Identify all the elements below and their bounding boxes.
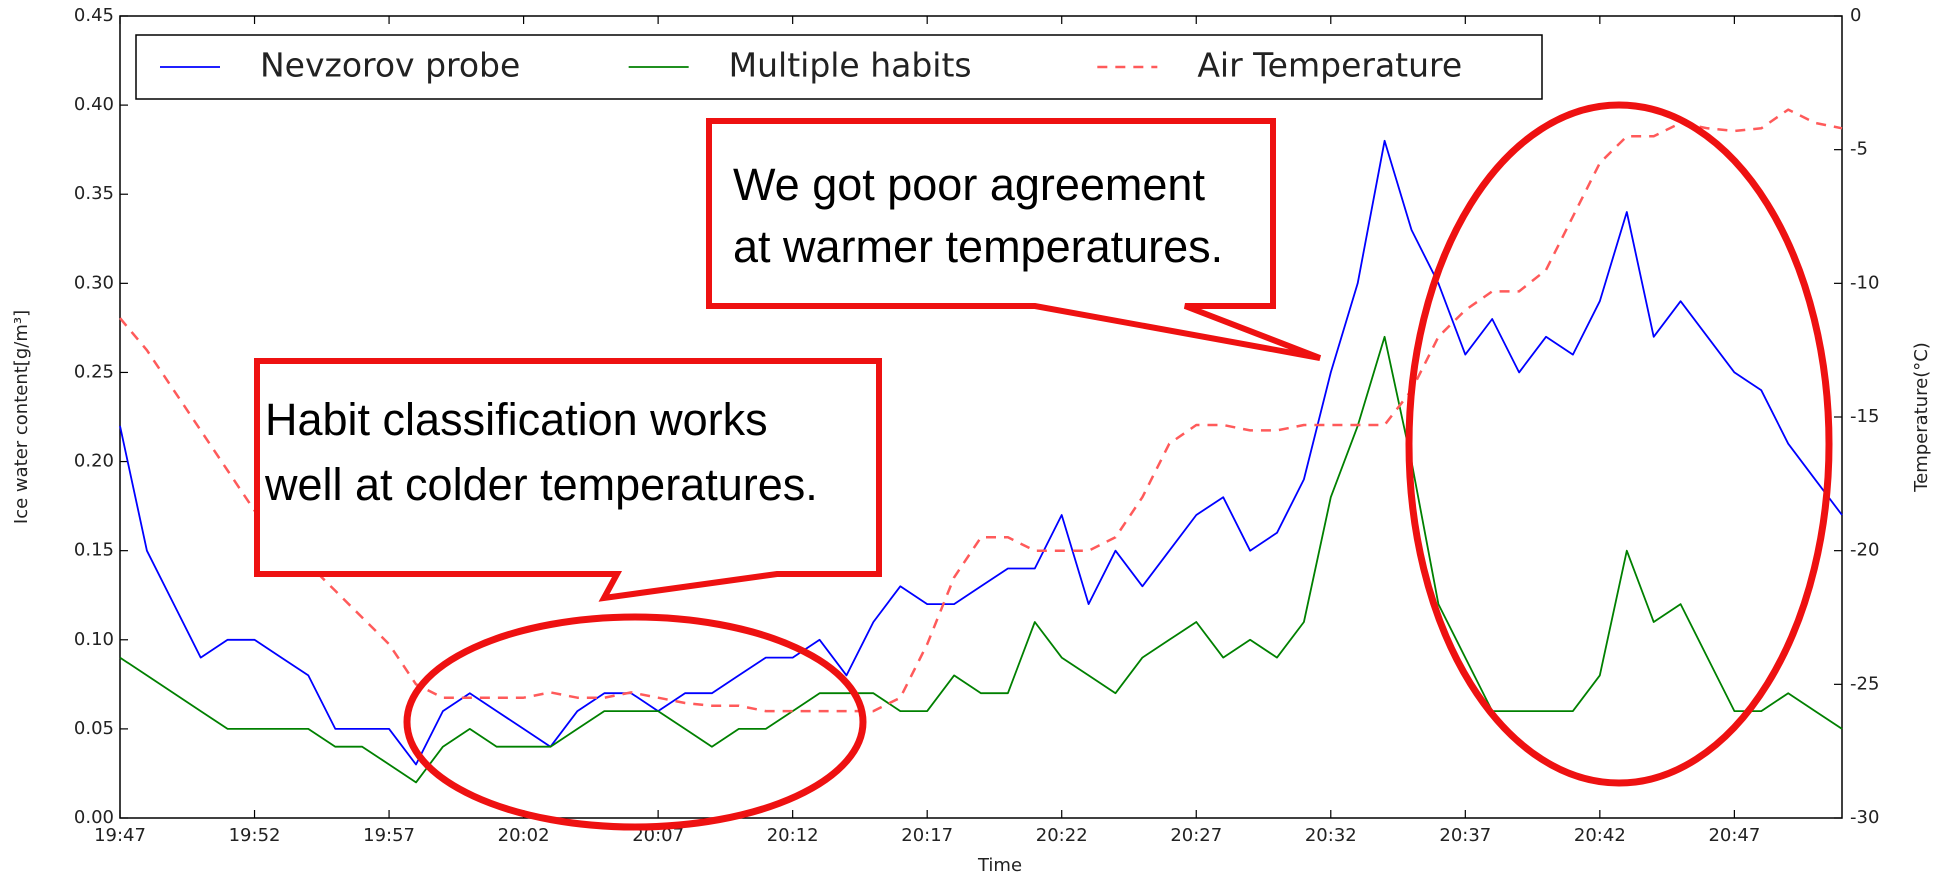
x-tick-label: 20:37	[1439, 825, 1491, 846]
y-tick-label: 0.15	[74, 540, 114, 561]
callout-text: We got poor agreement	[733, 159, 1205, 210]
callout-text: well at colder temperatures.	[264, 459, 818, 510]
y2-tick-label: -5	[1850, 139, 1868, 160]
plot-area	[119, 15, 1843, 819]
y2-tick-label: -10	[1850, 272, 1879, 293]
x-tick-label: 19:57	[363, 825, 415, 846]
x-tick-label: 20:27	[1170, 825, 1222, 846]
callout	[254, 358, 882, 602]
y-tick-label: 0.00	[74, 807, 114, 828]
callout	[706, 118, 1322, 361]
x-tick-label: 20:47	[1708, 825, 1760, 846]
callout-text: at warmer temperatures.	[733, 221, 1223, 272]
y-tick-label: 0.40	[74, 94, 114, 115]
y-tick-label: 0.25	[74, 361, 114, 382]
series-line	[119, 108, 1843, 713]
y-tick-label: 0.10	[74, 629, 114, 650]
y-tick-label: 0.30	[74, 272, 114, 293]
y2-tick-label: -15	[1850, 406, 1879, 427]
y-tick-label: 0.05	[74, 718, 114, 739]
y-axis-label: Ice water content[g/m³]	[11, 310, 32, 524]
legend: Nevzorov probe Multiple habits Air Tempera…	[135, 34, 1543, 100]
y2-tick-label: -20	[1850, 540, 1879, 561]
y2-tick-label: -25	[1850, 673, 1879, 694]
x-tick-label: 20:12	[767, 825, 819, 846]
y2-axis-label: Temperature(°C)	[1911, 342, 1932, 493]
x-tick-label: 20:02	[498, 825, 550, 846]
y-tick-label: 0.20	[74, 451, 114, 472]
series-line	[119, 335, 1843, 784]
x-tick-label: 19:47	[94, 825, 146, 846]
x-axis-label: Time	[977, 855, 1022, 876]
legend-box	[135, 34, 1543, 100]
legend-label: Air Temperature	[1197, 46, 1462, 85]
x-tick-label: 20:42	[1574, 825, 1626, 846]
callout-text: Habit classification works	[265, 394, 768, 445]
x-tick-label: 20:17	[901, 825, 953, 846]
series-line	[119, 139, 1843, 766]
x-tick-label: 19:52	[229, 825, 281, 846]
y-tick-label: 0.45	[74, 5, 114, 26]
y-tick-label: 0.35	[74, 183, 114, 204]
highlight-ellipse	[1405, 101, 1833, 787]
y2-tick-label: 0	[1850, 5, 1861, 26]
x-tick-label: 20:22	[1036, 825, 1088, 846]
highlight-ellipse	[403, 613, 867, 831]
y2-tick-label: -30	[1850, 807, 1879, 828]
legend-label: Multiple habits	[729, 46, 972, 85]
legend-label: Nevzorov probe	[260, 46, 520, 85]
x-tick-label: 20:32	[1305, 825, 1357, 846]
